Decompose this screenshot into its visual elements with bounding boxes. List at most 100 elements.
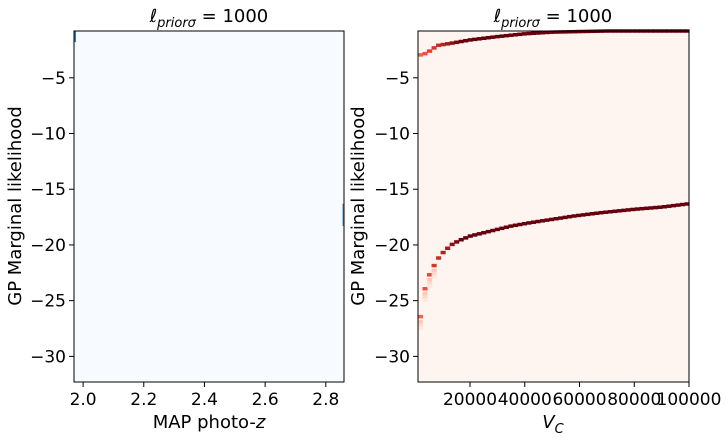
heatmap-cell-upper bbox=[476, 37, 482, 41]
heatmap-cell-lower bbox=[567, 214, 573, 219]
heatmap-cell-lower bbox=[508, 224, 514, 228]
axes-frame-left bbox=[73, 30, 345, 383]
heatmap-cell-lower bbox=[571, 214, 577, 218]
heatmap-cell-lower bbox=[440, 250, 446, 255]
heatmap-cell-lower bbox=[652, 205, 658, 210]
x-tick-label: 2.6 bbox=[252, 390, 279, 410]
heatmap-cell-lower bbox=[436, 256, 442, 260]
heatmap-cell-upper bbox=[467, 38, 473, 42]
heatmap-cell-lower bbox=[648, 206, 654, 210]
y-tick-label: −25 bbox=[30, 292, 66, 312]
heatmap-cell-lower bbox=[526, 221, 532, 225]
heatmap-cell-lower bbox=[675, 203, 681, 207]
y-tick-label: −30 bbox=[374, 347, 410, 367]
heatmap-cell-upper bbox=[499, 34, 505, 38]
heatmap-cell-upper bbox=[449, 41, 455, 45]
heatmap-cell-upper bbox=[454, 40, 460, 45]
heatmap-cell-lower bbox=[490, 228, 496, 233]
heatmap-cell-lower bbox=[562, 215, 568, 220]
heatmap-cell-lower bbox=[535, 219, 541, 224]
heatmap-cell-lower bbox=[485, 229, 491, 234]
heatmap-cell-lower bbox=[639, 206, 645, 211]
heatmap-cell-lower bbox=[427, 273, 433, 277]
heatmap-cell-tail bbox=[431, 271, 437, 276]
heatmap-cell-lower bbox=[634, 207, 640, 211]
heatmap-cell-lower bbox=[445, 246, 451, 251]
heatmap-cell-tail bbox=[427, 284, 433, 288]
heatmap-cell-upper bbox=[548, 30, 555, 34]
heatmap-cell-lower bbox=[670, 203, 677, 208]
heatmap-cell-tail bbox=[422, 295, 428, 299]
heatmap-cell-upper bbox=[485, 35, 491, 40]
heatmap-cell-upper bbox=[562, 30, 568, 34]
x-axis-label-left: MAP photo-z bbox=[153, 412, 266, 433]
heatmap-cell-lower bbox=[481, 230, 487, 235]
heatmap-cell-lower bbox=[616, 209, 622, 213]
heatmap-cell-lower bbox=[589, 212, 595, 216]
x-tick-label: 40000 bbox=[498, 390, 552, 410]
heatmap-cell-upper bbox=[422, 51, 428, 56]
y-tick-label: −25 bbox=[374, 292, 410, 312]
heatmap-cell-upper bbox=[526, 31, 532, 36]
heatmap-cell-upper bbox=[494, 34, 500, 39]
heatmap-cell-lower bbox=[661, 204, 668, 209]
heatmap-cell-lower bbox=[472, 233, 478, 237]
heatmap-cell-lower bbox=[607, 210, 613, 214]
heatmap-cell-lower bbox=[553, 217, 559, 221]
y-tick-label: −20 bbox=[374, 236, 410, 256]
heatmap-cell-lower bbox=[539, 219, 546, 223]
y-tick-label: −10 bbox=[374, 125, 410, 145]
heatmap-cell-upper bbox=[558, 30, 564, 34]
heatmap-cell-lower bbox=[558, 216, 564, 220]
heatmap-cell-upper bbox=[431, 46, 437, 50]
heatmap-cell-upper bbox=[490, 35, 496, 39]
heatmap-cell-lower bbox=[449, 242, 455, 247]
x-ticks-left: 2.0 2.2 2.4 2.6 2.8 bbox=[70, 382, 339, 410]
heatmap-cell-lower bbox=[521, 221, 527, 226]
heatmap-background bbox=[418, 31, 689, 382]
y-tick-label: −5 bbox=[41, 69, 66, 89]
heatmap-cell-upper bbox=[472, 37, 478, 42]
heatmap-cell-upper bbox=[481, 36, 487, 41]
heatmap-cell-upper bbox=[553, 30, 559, 34]
heatmap-cell-lower bbox=[530, 220, 537, 224]
heatmap-cell-upper bbox=[544, 30, 550, 35]
y-ticks-left: −5 −10 −15 −20 −25 −30 bbox=[30, 69, 74, 367]
heatmap-cell-upper bbox=[440, 42, 446, 47]
heatmap-cell-lower bbox=[657, 205, 663, 209]
x-tick-label: 80000 bbox=[607, 390, 661, 410]
panel-title-right: ℓpriorσ = 1000 bbox=[493, 6, 613, 31]
heatmap-cell-lower bbox=[463, 236, 469, 240]
heatmap-left bbox=[74, 31, 345, 382]
x-tick-label: 100000 bbox=[657, 390, 722, 410]
heatmap-cell-upper bbox=[512, 33, 518, 37]
x-tick-label: 60000 bbox=[552, 390, 606, 410]
heatmap-right bbox=[418, 29, 690, 382]
x-tick-label: 2.8 bbox=[312, 390, 339, 410]
y-tick-label: −30 bbox=[30, 347, 66, 367]
heatmap-cell-tail bbox=[431, 275, 437, 279]
heatmap-cell-upper bbox=[418, 53, 424, 57]
heatmap-cell bbox=[342, 203, 345, 226]
heatmap-cell-lower bbox=[467, 234, 473, 238]
heatmap-cell-lower bbox=[418, 314, 424, 319]
heatmap-cell-upper bbox=[567, 30, 573, 34]
y-axis-label-right: GP Marginal likelihood bbox=[348, 106, 369, 305]
panel-title-left: ℓpriorσ = 1000 bbox=[149, 6, 269, 31]
heatmap-cell-upper bbox=[535, 31, 541, 35]
heatmap-cell-lower bbox=[612, 209, 618, 214]
y-ticks-right: −5 −10 −15 −20 −25 −30 bbox=[374, 69, 418, 367]
heatmap-cell-lower bbox=[512, 223, 518, 228]
heatmap-cell-upper bbox=[517, 32, 523, 37]
heatmap-cell-upper bbox=[436, 43, 442, 48]
heatmap-cell-upper bbox=[530, 31, 537, 36]
heatmap-cell-lower bbox=[422, 286, 428, 291]
heatmap-cell-upper bbox=[576, 29, 582, 34]
heatmap-cell-lower bbox=[548, 217, 555, 222]
heatmap-cell-upper bbox=[458, 39, 464, 44]
heatmap-cell-lower bbox=[643, 206, 649, 211]
heatmap-cell-lower bbox=[603, 210, 609, 214]
heatmap-cell-tail bbox=[427, 277, 433, 282]
